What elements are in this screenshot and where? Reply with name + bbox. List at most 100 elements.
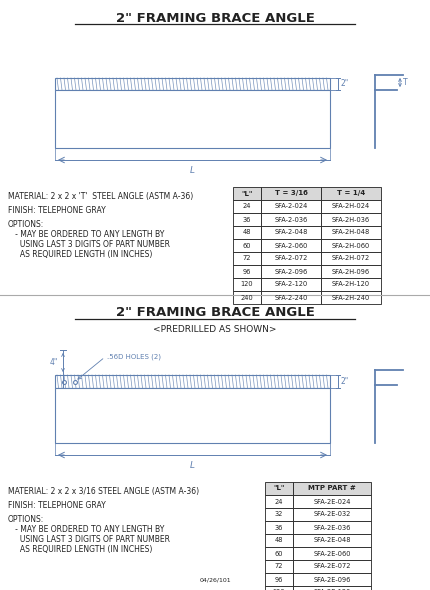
Text: 2" FRAMING BRACE ANGLE: 2" FRAMING BRACE ANGLE — [115, 11, 314, 25]
Bar — [292, 521, 370, 534]
Bar — [264, 521, 292, 534]
Text: USING LAST 3 DIGITS OF PART NUMBER: USING LAST 3 DIGITS OF PART NUMBER — [8, 535, 169, 544]
Bar — [292, 508, 370, 521]
Text: 2": 2" — [340, 80, 348, 88]
Text: .56D HOLES (2): .56D HOLES (2) — [107, 354, 161, 360]
Text: 2" FRAMING BRACE ANGLE: 2" FRAMING BRACE ANGLE — [115, 306, 314, 320]
Text: T = 1/4: T = 1/4 — [336, 191, 364, 196]
Text: SFA-2H-024: SFA-2H-024 — [331, 204, 369, 209]
Bar — [55, 78, 329, 90]
Text: T = 3/16: T = 3/16 — [274, 191, 307, 196]
Bar — [261, 213, 320, 226]
Text: 24: 24 — [242, 204, 251, 209]
Text: 120: 120 — [240, 281, 253, 287]
Text: L: L — [190, 166, 194, 175]
Bar — [233, 239, 261, 252]
Text: L: L — [190, 461, 194, 470]
Bar — [261, 239, 320, 252]
Bar — [264, 495, 292, 508]
Text: 60: 60 — [242, 242, 251, 248]
Text: SFA-2E-048: SFA-2E-048 — [313, 537, 350, 543]
Bar — [320, 200, 380, 213]
Text: SFA-2-240: SFA-2-240 — [273, 294, 307, 300]
Text: SFA-2H-072: SFA-2H-072 — [331, 255, 369, 261]
Text: SFA-2E-060: SFA-2E-060 — [313, 550, 350, 556]
Bar — [261, 278, 320, 291]
Text: SFA-2H-120: SFA-2H-120 — [331, 281, 369, 287]
Text: SFA-2H-048: SFA-2H-048 — [331, 230, 369, 235]
Text: 72: 72 — [242, 255, 251, 261]
Bar — [233, 252, 261, 265]
Bar — [292, 573, 370, 586]
Bar — [233, 265, 261, 278]
Bar — [264, 547, 292, 560]
Text: OPTIONS:: OPTIONS: — [8, 220, 44, 229]
Text: 240: 240 — [240, 294, 253, 300]
Text: OPTIONS:: OPTIONS: — [8, 515, 44, 524]
Bar — [55, 375, 329, 388]
Text: SFA-2H-060: SFA-2H-060 — [331, 242, 369, 248]
Text: 24: 24 — [274, 499, 283, 504]
Bar — [261, 252, 320, 265]
Text: SFA-2-072: SFA-2-072 — [273, 255, 307, 261]
Bar — [320, 278, 380, 291]
Text: FINISH: TELEPHONE GRAY: FINISH: TELEPHONE GRAY — [8, 501, 105, 510]
Bar — [320, 213, 380, 226]
Bar — [320, 187, 380, 200]
Text: T: T — [402, 78, 407, 87]
Text: SFA-2-096: SFA-2-096 — [274, 268, 307, 274]
Bar — [55, 90, 329, 148]
Bar — [292, 495, 370, 508]
Text: MATERIAL: 2 x 2 x 'T'  STEEL ANGLE (ASTM A-36): MATERIAL: 2 x 2 x 'T' STEEL ANGLE (ASTM … — [8, 192, 193, 201]
Text: SFA-2-024: SFA-2-024 — [273, 204, 307, 209]
Bar — [233, 200, 261, 213]
Bar — [264, 534, 292, 547]
Bar — [292, 547, 370, 560]
Text: 60: 60 — [274, 550, 283, 556]
Text: SFA-2-036: SFA-2-036 — [274, 217, 307, 222]
Text: <PREDRILLED AS SHOWN>: <PREDRILLED AS SHOWN> — [153, 326, 276, 335]
Text: AS REQUIRED LENGTH (IN INCHES): AS REQUIRED LENGTH (IN INCHES) — [8, 545, 152, 554]
Bar — [264, 573, 292, 586]
Text: SFA-2-120: SFA-2-120 — [274, 281, 307, 287]
Text: 72: 72 — [274, 563, 283, 569]
Text: SFA-2E-032: SFA-2E-032 — [313, 512, 350, 517]
Text: SFA-2E-024: SFA-2E-024 — [313, 499, 350, 504]
Bar — [292, 534, 370, 547]
Bar — [233, 187, 261, 200]
Bar — [261, 226, 320, 239]
Text: AS REQUIRED LENGTH (IN INCHES): AS REQUIRED LENGTH (IN INCHES) — [8, 250, 152, 259]
Text: "L": "L" — [273, 486, 284, 491]
Bar — [292, 482, 370, 495]
Text: SFA-2H-096: SFA-2H-096 — [331, 268, 369, 274]
Text: 04/26/101: 04/26/101 — [199, 578, 230, 583]
Text: SFA-2E-072: SFA-2E-072 — [313, 563, 350, 569]
Text: FINISH: TELEPHONE GRAY: FINISH: TELEPHONE GRAY — [8, 206, 105, 215]
Text: 36: 36 — [242, 217, 251, 222]
Text: USING LAST 3 DIGITS OF PART NUMBER: USING LAST 3 DIGITS OF PART NUMBER — [8, 240, 169, 249]
Bar — [320, 291, 380, 304]
Bar — [264, 508, 292, 521]
Bar — [292, 586, 370, 590]
Text: MATERIAL: 2 x 2 x 3/16 STEEL ANGLE (ASTM A-36): MATERIAL: 2 x 2 x 3/16 STEEL ANGLE (ASTM… — [8, 487, 199, 496]
Text: 2": 2" — [340, 377, 348, 386]
Text: - MAY BE ORDERED TO ANY LENGTH BY: - MAY BE ORDERED TO ANY LENGTH BY — [8, 525, 164, 534]
Bar — [233, 226, 261, 239]
Text: SFA-2-060: SFA-2-060 — [273, 242, 307, 248]
Bar — [264, 586, 292, 590]
Text: "L": "L" — [241, 191, 252, 196]
Bar — [320, 265, 380, 278]
Text: MTP PART #: MTP PART # — [307, 486, 355, 491]
Bar — [261, 291, 320, 304]
Bar — [233, 278, 261, 291]
Text: 96: 96 — [242, 268, 251, 274]
Bar — [264, 482, 292, 495]
Bar — [320, 226, 380, 239]
Bar — [261, 265, 320, 278]
Bar — [320, 252, 380, 265]
Text: 48: 48 — [242, 230, 251, 235]
Text: - MAY BE ORDERED TO ANY LENGTH BY: - MAY BE ORDERED TO ANY LENGTH BY — [8, 230, 164, 239]
Bar — [264, 560, 292, 573]
Bar — [261, 200, 320, 213]
Text: SFA-2E-096: SFA-2E-096 — [313, 576, 350, 582]
